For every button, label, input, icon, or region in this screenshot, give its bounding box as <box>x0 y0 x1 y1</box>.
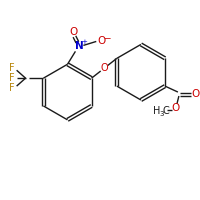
Text: O: O <box>100 63 108 73</box>
Text: C: C <box>163 106 169 116</box>
Text: F: F <box>9 83 14 93</box>
Text: N: N <box>75 41 84 51</box>
Text: −: − <box>103 33 111 42</box>
Text: +: + <box>81 39 87 45</box>
Text: O: O <box>69 27 78 37</box>
Text: O: O <box>172 103 180 113</box>
Text: H: H <box>153 106 161 116</box>
Text: O: O <box>192 89 200 99</box>
Text: O: O <box>97 36 105 46</box>
Text: F: F <box>9 63 14 73</box>
Text: F: F <box>9 73 14 83</box>
Text: 3: 3 <box>159 111 164 117</box>
